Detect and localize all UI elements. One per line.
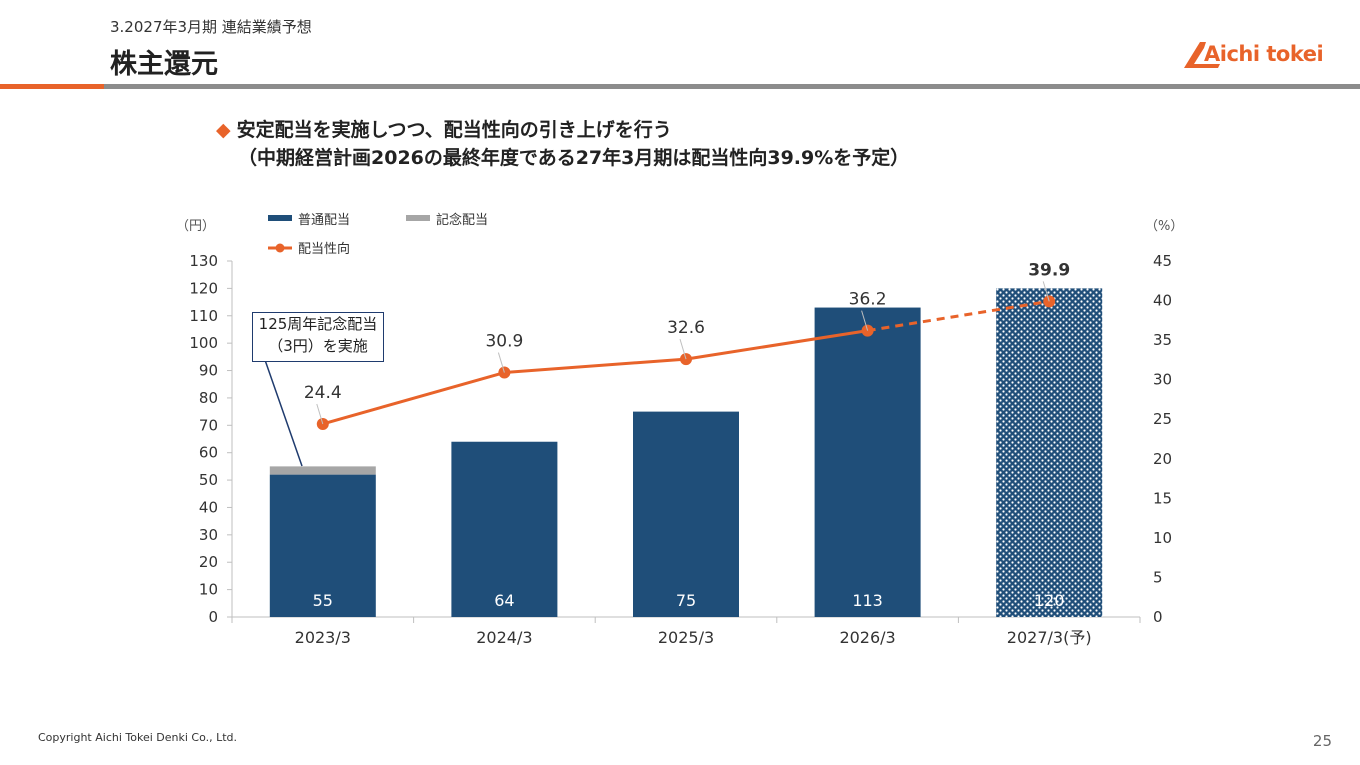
bar-value-label: 120	[1034, 591, 1065, 610]
payout-ratio-line-segment	[322, 371, 505, 426]
bar-ordinary-dividend	[269, 474, 376, 617]
payout-label-leader	[497, 352, 505, 373]
key-message-line2: （中期経営計画2026の最終年度である27年3月期は配当性向39.9%を予定）	[238, 147, 910, 169]
y-left-tick-label: 100	[189, 334, 218, 352]
bar-value-label: 113	[852, 591, 883, 610]
y-right-tick-label: 0	[1153, 608, 1163, 626]
legend-swatch-commemorative	[406, 215, 430, 221]
legend-label-commemorative: 記念配当	[436, 212, 488, 228]
payout-label-leader	[861, 310, 869, 331]
bar-value-label: 64	[494, 591, 514, 610]
y-right-tick-label: 30	[1153, 371, 1172, 389]
key-message-line1: 安定配当を実施しつつ、配当性向の引き上げを行う	[236, 119, 672, 141]
x-tick-label: 2026/3	[839, 628, 895, 647]
page-title: 株主還元	[110, 49, 218, 80]
payout-ratio-label: 30.9	[485, 332, 523, 352]
bar-ordinary-dividend	[996, 288, 1103, 617]
annotation-line1: 125周年記念配当	[258, 315, 378, 333]
x-tick-label: 2025/3	[658, 628, 714, 647]
header-rule	[0, 84, 1360, 89]
page-number: 25	[1312, 732, 1332, 750]
y-right-tick-label: 5	[1153, 568, 1163, 586]
y-left-tick-label: 20	[199, 553, 218, 571]
bar-ordinary-dividend	[814, 307, 921, 617]
payout-ratio-label: 36.2	[849, 290, 887, 310]
payout-label-leader	[679, 338, 687, 360]
x-tick-label: 2027/3(予)	[1007, 628, 1092, 647]
y-left-tick-label: 30	[199, 526, 218, 544]
annotation-leader-line	[264, 359, 303, 467]
payout-ratio-label: 32.6	[667, 318, 705, 338]
y-left-tick-label: 90	[199, 362, 218, 380]
bar-ordinary-dividend	[451, 441, 558, 617]
logo-text: Aichi tokei	[1204, 42, 1324, 66]
legend-label-payout: 配当性向	[298, 241, 350, 257]
bar-commemorative-dividend	[269, 466, 376, 475]
y-right-unit-label: （%）	[1145, 219, 1183, 234]
y-left-tick-label: 50	[199, 471, 218, 489]
legend-swatch-payout-marker	[275, 243, 285, 253]
payout-label-leader	[1042, 281, 1050, 302]
payout-ratio-line-segment	[685, 329, 868, 361]
bar-ordinary-dividend	[633, 411, 739, 617]
y-left-tick-label: 130	[189, 252, 218, 270]
payout-label-leader	[316, 403, 324, 425]
y-left-tick-label: 40	[199, 498, 218, 516]
y-left-tick-label: 80	[199, 389, 218, 407]
y-right-tick-label: 45	[1153, 252, 1172, 270]
commemorative-annotation: 125周年記念配当 （3円）を実施	[252, 312, 384, 362]
y-left-tick-label: 110	[189, 307, 218, 325]
bar-value-label: 75	[676, 591, 696, 610]
y-left-tick-label: 120	[189, 279, 218, 297]
diamond-bullet-icon: ◆	[216, 119, 231, 141]
y-right-tick-label: 40	[1153, 292, 1172, 310]
y-left-tick-label: 70	[199, 416, 218, 434]
section-subheader: 3.2027年3月期 連結業績予想	[110, 18, 312, 36]
payout-ratio-label: 39.9	[1028, 260, 1070, 280]
legend-label-ordinary: 普通配当	[298, 213, 350, 228]
legend-swatch-ordinary	[268, 215, 292, 221]
header-rule-accent	[0, 84, 104, 89]
y-left-tick-label: 60	[199, 444, 218, 462]
payout-ratio-line-segment	[504, 357, 687, 375]
annotation-line2: （3円）を実施	[268, 337, 368, 355]
copyright: Copyright Aichi Tokei Denki Co., Ltd.	[38, 731, 238, 744]
y-right-tick-label: 25	[1153, 410, 1172, 428]
y-right-tick-label: 10	[1153, 529, 1172, 547]
y-left-tick-label: 0	[208, 608, 218, 626]
x-tick-label: 2023/3	[295, 628, 351, 647]
payout-ratio-line-segment	[867, 299, 1050, 333]
y-right-tick-label: 20	[1153, 450, 1172, 468]
payout-ratio-label: 24.4	[304, 383, 342, 403]
y-left-tick-label: 10	[199, 581, 218, 599]
x-tick-label: 2024/3	[476, 628, 532, 647]
bar-value-label: 55	[313, 591, 333, 610]
company-logo	[1184, 42, 1220, 68]
key-message: ◆ 安定配当を実施しつつ、配当性向の引き上げを行う （中期経営計画2026の最終年…	[216, 116, 909, 172]
y-left-unit-label: （円）	[176, 219, 215, 234]
y-right-tick-label: 35	[1153, 331, 1172, 349]
y-right-tick-label: 15	[1153, 489, 1172, 507]
